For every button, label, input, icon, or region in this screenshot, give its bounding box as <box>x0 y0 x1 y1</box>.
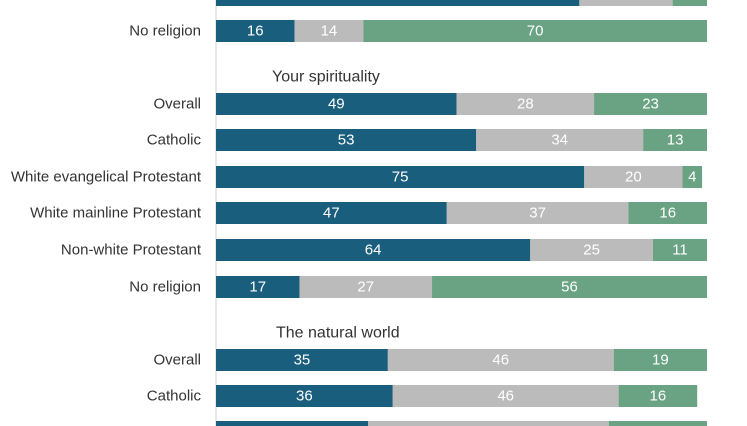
bar-dark-segment <box>216 202 447 224</box>
bar-gray-segment <box>294 20 364 42</box>
bar-value-label: 14 <box>321 23 338 40</box>
bar-value-label: 64 <box>365 242 382 259</box>
bar-value-label: 75 <box>392 169 409 186</box>
bar-dark-segment <box>216 129 477 151</box>
bar-dark-segment <box>216 349 388 371</box>
bar-value-label: 28 <box>517 96 534 113</box>
bar-value-label: 20 <box>625 169 642 186</box>
bar-value-label: 23 <box>642 96 659 113</box>
bar-value-label: 4 <box>688 169 696 186</box>
bar-green-segment <box>608 421 707 426</box>
category-label: No religion <box>129 23 201 40</box>
bar-value-label: 46 <box>492 352 509 369</box>
bar-dark-segment <box>216 239 531 261</box>
bar-value-label: 13 <box>667 132 684 149</box>
bar-green-segment <box>363 20 707 42</box>
bar-gray-segment <box>476 129 644 151</box>
section-title: The natural world <box>276 325 400 342</box>
bar-gray-segment <box>579 0 673 6</box>
bar-value-label: 46 <box>497 388 514 405</box>
bar-gray-segment <box>584 166 683 188</box>
bar-dark-segment <box>216 166 585 188</box>
bar-green-segment <box>613 349 707 371</box>
section-title: Your spirituality <box>272 69 380 86</box>
bar-gray-segment <box>392 385 619 407</box>
bar-green-segment <box>594 93 707 115</box>
chart-marks: Non-white Protestant No religion 16 14 70 You… <box>11 0 707 426</box>
bar-value-label: 53 <box>338 132 355 149</box>
bar-green-segment <box>618 385 698 407</box>
bar-value-label: 56 <box>561 279 578 296</box>
bar-value-label: 49 <box>328 96 345 113</box>
bar-gray-segment <box>446 202 629 224</box>
bar-green-segment <box>672 0 707 6</box>
category-label: Catholic <box>147 388 202 405</box>
bar-gray-segment <box>456 93 595 115</box>
bar-value-label: 16 <box>659 205 676 222</box>
bar-value-label: 17 <box>249 279 266 296</box>
bar-value-label: 37 <box>529 205 546 222</box>
bar-dark-segment <box>216 93 457 115</box>
bar-dark-segment <box>216 20 295 42</box>
bar-green-segment <box>682 166 703 188</box>
category-label: Catholic <box>147 132 202 149</box>
category-label: White mainline Protestant <box>30 205 202 222</box>
bar-value-label: 35 <box>294 352 311 369</box>
bar-green-segment <box>432 276 707 298</box>
bar-green-segment <box>628 202 707 224</box>
bar-value-label: 34 <box>551 132 568 149</box>
category-label: Non-white Protestant <box>61 0 202 4</box>
bar-value-label: 16 <box>650 388 667 405</box>
bar-value-label: 19 <box>652 352 669 369</box>
bar-value-label: 25 <box>583 242 600 259</box>
bar-green-segment <box>643 129 707 151</box>
bar-value-label: 47 <box>323 205 340 222</box>
bar-value-label: 11 <box>672 242 688 259</box>
bar-dark-segment <box>216 276 300 298</box>
category-label: Non-white Protestant <box>61 242 202 259</box>
bar-gray-segment <box>387 349 614 371</box>
bar-value-label: 36 <box>296 388 313 405</box>
bar-dark-segment <box>216 0 580 6</box>
category-label: Overall <box>153 352 201 369</box>
bar-gray-segment <box>368 421 609 426</box>
bar-value-label: 27 <box>357 279 374 296</box>
category-label: No religion <box>129 279 201 296</box>
category-label: Overall <box>153 96 201 113</box>
category-label: White evangelical Protestant <box>11 169 202 186</box>
bar-value-label: 70 <box>527 23 544 40</box>
bar-green-segment <box>652 239 707 261</box>
bar-dark-segment <box>216 421 369 426</box>
bar-gray-segment <box>530 239 653 261</box>
bar-gray-segment <box>299 276 433 298</box>
bar-dark-segment <box>216 385 393 407</box>
bar-value-label: 16 <box>247 23 264 40</box>
